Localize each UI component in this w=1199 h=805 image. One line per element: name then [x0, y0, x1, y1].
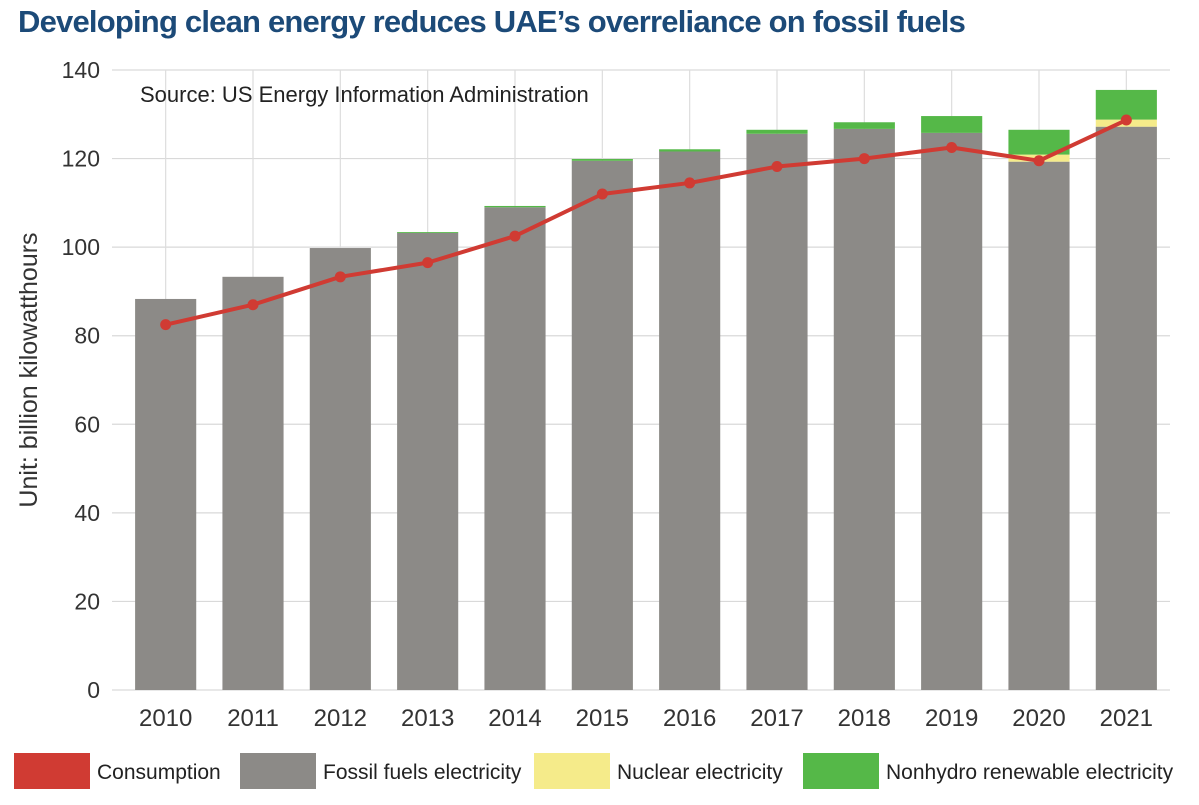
legend-swatch-consumption: [14, 753, 90, 789]
legend-swatch-nonhydro-renewable-electricity: [803, 753, 879, 789]
point-consumption-2018: [858, 153, 870, 165]
legend-label-nonhydro-renewable-electricity: Nonhydro renewable electricity: [886, 761, 1174, 784]
y-tick-label: 40: [74, 500, 100, 526]
axis-layer: 0 20 40 60 80 100 120 140 2010 2011 2012 2013 2014 20…: [62, 57, 1153, 732]
point-consumption-2019: [946, 142, 958, 153]
source-note: Source: US Energy Information Administra…: [140, 82, 589, 107]
x-tick-label: 2018: [838, 705, 891, 732]
legend-label-fossil-fuels-electricity: Fossil fuels electricity: [323, 761, 522, 784]
bar-fossil-fuels-electricity-2011: [222, 276, 284, 690]
bar-fossil-fuels-electricity-2016: [659, 151, 721, 690]
bar-fossil-fuels-electricity-2015: [571, 160, 633, 691]
bar-nonhydro-renewable-electricity-2019: [921, 116, 983, 133]
bar-nonhydro-renewable-electricity-2016: [659, 149, 721, 152]
bar-fossil-fuels-electricity-2014: [484, 207, 546, 691]
series-line-consumption: [163, 118, 1129, 327]
bar-layer: [135, 89, 1157, 691]
x-tick-label: 2013: [401, 705, 454, 732]
bar-nonhydro-renewable-electricity-2014: [484, 205, 546, 208]
y-axis-label: Unit: billion kilowatthours: [15, 232, 43, 507]
point-consumption-2017: [771, 161, 783, 173]
bar-nonhydro-renewable-electricity-2017: [746, 129, 808, 134]
bar-nonhydro-renewable-electricity-2018: [833, 122, 895, 129]
chart-title: Developing clean energy reduces UAE’s ov…: [18, 4, 966, 39]
x-tick-label: 2019: [925, 705, 978, 732]
bar-fossil-fuels-electricity-2018: [833, 128, 895, 690]
point-consumption-2012: [334, 271, 346, 283]
legend: Consumption Fossil fuels electricity Nucle…: [14, 753, 1174, 789]
x-tick-label: 2014: [488, 705, 541, 732]
bar-fossil-fuels-electricity-2021: [1095, 126, 1157, 690]
x-tick-label: 2015: [576, 705, 629, 732]
point-consumption-2011: [247, 299, 259, 311]
bar-fossil-fuels-electricity-2010: [135, 298, 197, 690]
point-consumption-2020: [1033, 155, 1045, 167]
point-consumption-2016: [684, 177, 696, 189]
y-tick-label: 140: [62, 57, 100, 83]
x-tick-label: 2010: [139, 705, 192, 732]
point-consumption-2015: [596, 188, 608, 200]
bar-fossil-fuels-electricity-2013: [397, 232, 459, 690]
x-tick-label: 2016: [663, 705, 716, 732]
legend-label-nuclear-electricity: Nuclear electricity: [617, 761, 783, 784]
bar-nonhydro-renewable-electricity-2013: [397, 232, 459, 233]
x-tick-label: 2011: [227, 705, 279, 732]
y-tick-label: 80: [74, 323, 100, 349]
bar-nonhydro-renewable-electricity-2015: [571, 159, 633, 161]
y-tick-label: 60: [74, 411, 100, 437]
bar-fossil-fuels-electricity-2019: [921, 132, 983, 690]
legend-swatch-fossil-fuels-electricity: [240, 753, 316, 789]
x-tick-label: 2020: [1012, 705, 1065, 732]
point-consumption-2021: [1120, 114, 1132, 126]
point-consumption-2014: [509, 230, 521, 242]
y-tick-label: 120: [62, 146, 100, 172]
x-tick-label: 2012: [314, 705, 367, 732]
bar-fossil-fuels-electricity-2012: [309, 248, 371, 690]
y-tick-label: 20: [74, 588, 100, 614]
point-consumption-2010: [160, 319, 172, 331]
y-tick-label: 100: [62, 234, 100, 260]
legend-swatch-nuclear-electricity: [534, 753, 610, 789]
x-tick-label: 2017: [750, 705, 803, 732]
bar-fossil-fuels-electricity-2020: [1008, 161, 1070, 690]
line-layer: [160, 114, 1132, 331]
y-tick-label: 0: [87, 677, 100, 703]
point-consumption-2013: [422, 257, 434, 269]
legend-label-consumption: Consumption: [97, 761, 221, 784]
x-tick-label: 2021: [1100, 705, 1153, 732]
bar-fossil-fuels-electricity-2017: [746, 133, 808, 690]
